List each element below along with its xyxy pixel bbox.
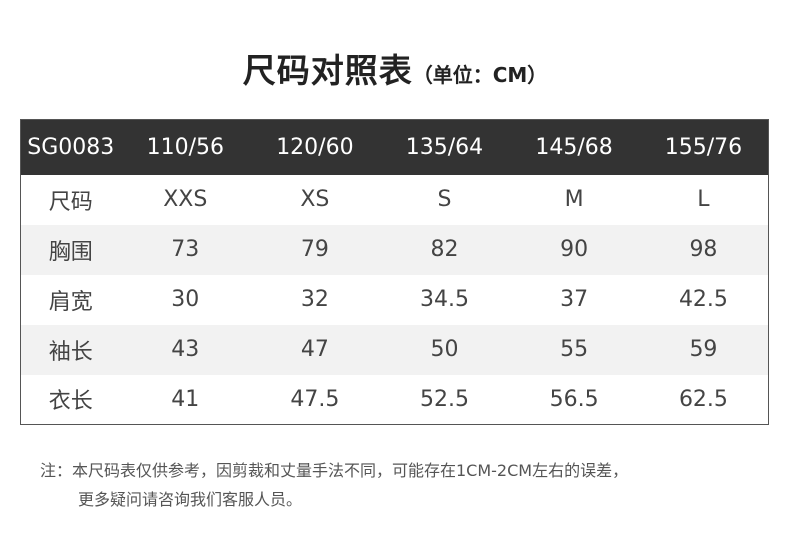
table-cell: 59 — [638, 324, 769, 375]
page-title: 尺码对照表（单位：CM） — [0, 44, 790, 92]
title-unit: （单位：CM） — [412, 63, 548, 87]
row-label: 胸围 — [20, 224, 121, 275]
header-cell: 155/76 — [638, 119, 769, 175]
row-label: 肩宽 — [48, 289, 93, 315]
header-cell: 135/64 — [379, 119, 510, 175]
table-row: 胸围 73 79 82 90 98 — [20, 224, 769, 275]
table-row: 尺码 XXS XS S M L — [21, 175, 769, 225]
row-label: 袖长 — [20, 324, 121, 375]
table-cell: 56.5 — [549, 386, 599, 412]
table-cell: XXS — [163, 187, 208, 212]
table-cell: 41 — [171, 386, 200, 412]
row-label: 衣长 — [48, 389, 93, 415]
header-cell: 120/60 — [250, 119, 380, 175]
table-cell: L — [697, 187, 710, 212]
table-cell: S — [437, 187, 452, 212]
table-cell: 43 — [120, 324, 251, 375]
table-row: 衣长 41 47.5 52.5 56.5 62.5 — [21, 375, 769, 425]
table-cell: 55 — [509, 324, 639, 375]
table-cell: 47.5 — [290, 386, 340, 412]
table-cell: 47 — [250, 324, 380, 375]
table-header-row: SG0083 110/56 120/60 135/64 145/68 155/76 — [20, 119, 769, 175]
header-cell: 145/68 — [509, 119, 639, 175]
table-cell: 32 — [300, 287, 329, 312]
note-line-2: 更多疑问请咨询我们客服人员。 — [78, 490, 303, 509]
table-row: 肩宽 30 32 34.5 37 42.5 — [21, 275, 769, 325]
row-label: 尺码 — [48, 189, 93, 215]
table-cell: XS — [300, 187, 330, 212]
note-line-1: 注：本尺码表仅供参考，因剪裁和丈量手法不同，可能存在1CM-2CM左右的误差， — [40, 461, 629, 480]
table-cell: 62.5 — [678, 386, 728, 412]
table-cell: 52.5 — [419, 386, 469, 412]
table-cell: 73 — [120, 224, 251, 275]
header-cell: 110/56 — [120, 119, 251, 175]
table-cell: 30 — [171, 287, 200, 312]
header-cell: SG0083 — [20, 119, 121, 175]
table-row: 袖长 43 47 50 55 59 — [20, 324, 769, 375]
table-cell: 34.5 — [419, 287, 469, 312]
title-main: 尺码对照表 — [242, 51, 413, 90]
size-chart-table: SG0083 110/56 120/60 135/64 145/68 155/76 尺码 X… — [20, 119, 769, 425]
table-cell: 79 — [250, 224, 380, 275]
table-cell: 98 — [638, 224, 769, 275]
table-cell: 90 — [509, 224, 639, 275]
table-cell: 82 — [379, 224, 510, 275]
table-cell: 50 — [379, 324, 510, 375]
table-cell: 37 — [560, 287, 589, 312]
table-cell: 42.5 — [678, 287, 728, 312]
table-cell: M — [564, 187, 584, 212]
